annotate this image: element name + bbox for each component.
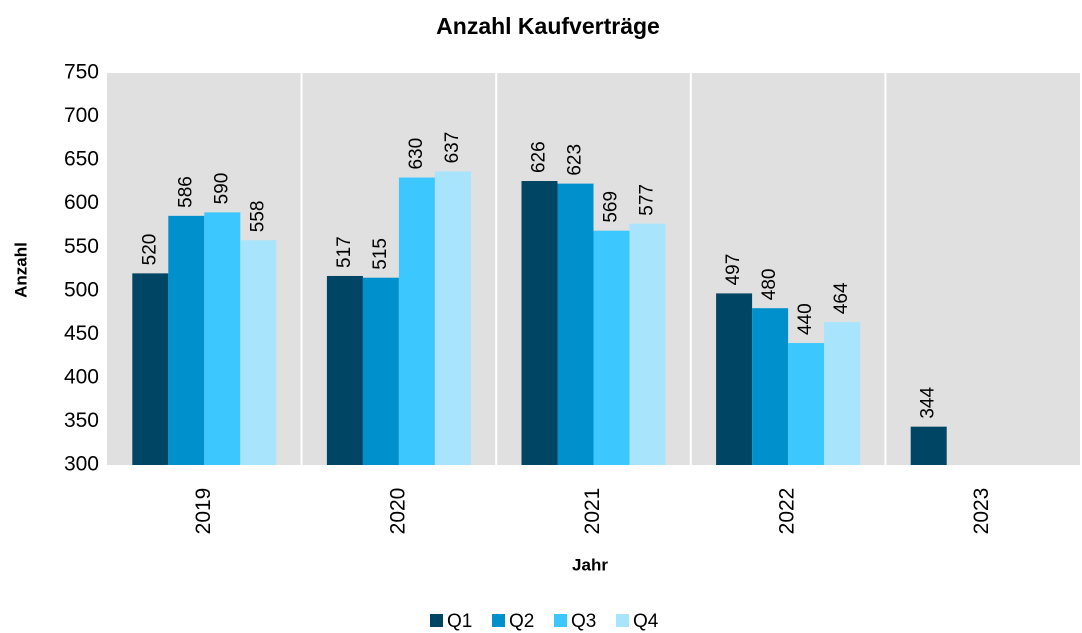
data-label: 623 xyxy=(565,144,586,176)
x-tick-label: 2019 xyxy=(192,488,215,535)
bar xyxy=(824,322,861,465)
data-label: 590 xyxy=(211,173,232,205)
data-label: 344 xyxy=(918,387,939,419)
y-tick-label: 400 xyxy=(64,365,99,388)
bar xyxy=(132,273,169,465)
data-label: 515 xyxy=(370,238,391,270)
bar xyxy=(434,171,471,466)
data-label: 517 xyxy=(334,236,355,268)
legend-swatch xyxy=(430,614,443,627)
x-tick-label: 2020 xyxy=(386,488,409,535)
y-tick-label: 300 xyxy=(64,453,99,476)
data-label: 480 xyxy=(759,268,780,300)
data-label: 497 xyxy=(723,254,744,286)
y-tick-label: 750 xyxy=(64,61,99,84)
data-label: 558 xyxy=(247,201,268,233)
bar xyxy=(168,215,205,465)
data-label: 586 xyxy=(175,176,196,208)
bar xyxy=(716,293,753,465)
bar xyxy=(910,426,947,465)
data-label: 520 xyxy=(139,234,160,266)
x-axis-label: Jahr xyxy=(572,555,608,574)
data-label: 626 xyxy=(529,141,550,173)
chart-title: Anzahl Kaufverträge xyxy=(436,13,660,39)
x-tick-label: 2022 xyxy=(776,488,799,535)
bar xyxy=(557,183,594,465)
x-tick-label: 2023 xyxy=(970,488,993,535)
y-tick-label: 350 xyxy=(64,409,99,432)
legend-swatch xyxy=(554,614,567,627)
data-label: 464 xyxy=(831,282,852,314)
bar xyxy=(398,177,435,466)
bar xyxy=(593,230,630,465)
bar xyxy=(326,275,363,465)
y-tick-label: 700 xyxy=(64,104,99,127)
legend-swatch xyxy=(616,614,629,627)
bar xyxy=(204,212,241,465)
bar xyxy=(521,181,558,466)
data-label: 569 xyxy=(601,191,622,223)
y-tick-label: 650 xyxy=(64,148,99,171)
legend-label: Q3 xyxy=(571,611,596,632)
data-label: 630 xyxy=(406,138,427,170)
legend-swatch xyxy=(492,614,505,627)
bar xyxy=(752,308,789,465)
y-tick-label: 500 xyxy=(64,278,99,301)
bar xyxy=(240,240,277,465)
bar xyxy=(788,343,825,465)
y-tick-label: 550 xyxy=(64,235,99,258)
y-tick-label: 600 xyxy=(64,191,99,214)
bar xyxy=(362,277,399,465)
y-axis-label: Anzahl xyxy=(11,242,30,298)
data-label: 637 xyxy=(442,132,463,164)
data-label: 577 xyxy=(637,184,658,216)
y-tick-label: 450 xyxy=(64,322,99,345)
x-tick-label: 2021 xyxy=(581,488,604,535)
legend-label: Q1 xyxy=(447,611,472,632)
legend-label: Q2 xyxy=(509,611,534,632)
data-label: 440 xyxy=(795,303,816,335)
legend-label: Q4 xyxy=(633,611,659,632)
bar xyxy=(629,223,666,465)
